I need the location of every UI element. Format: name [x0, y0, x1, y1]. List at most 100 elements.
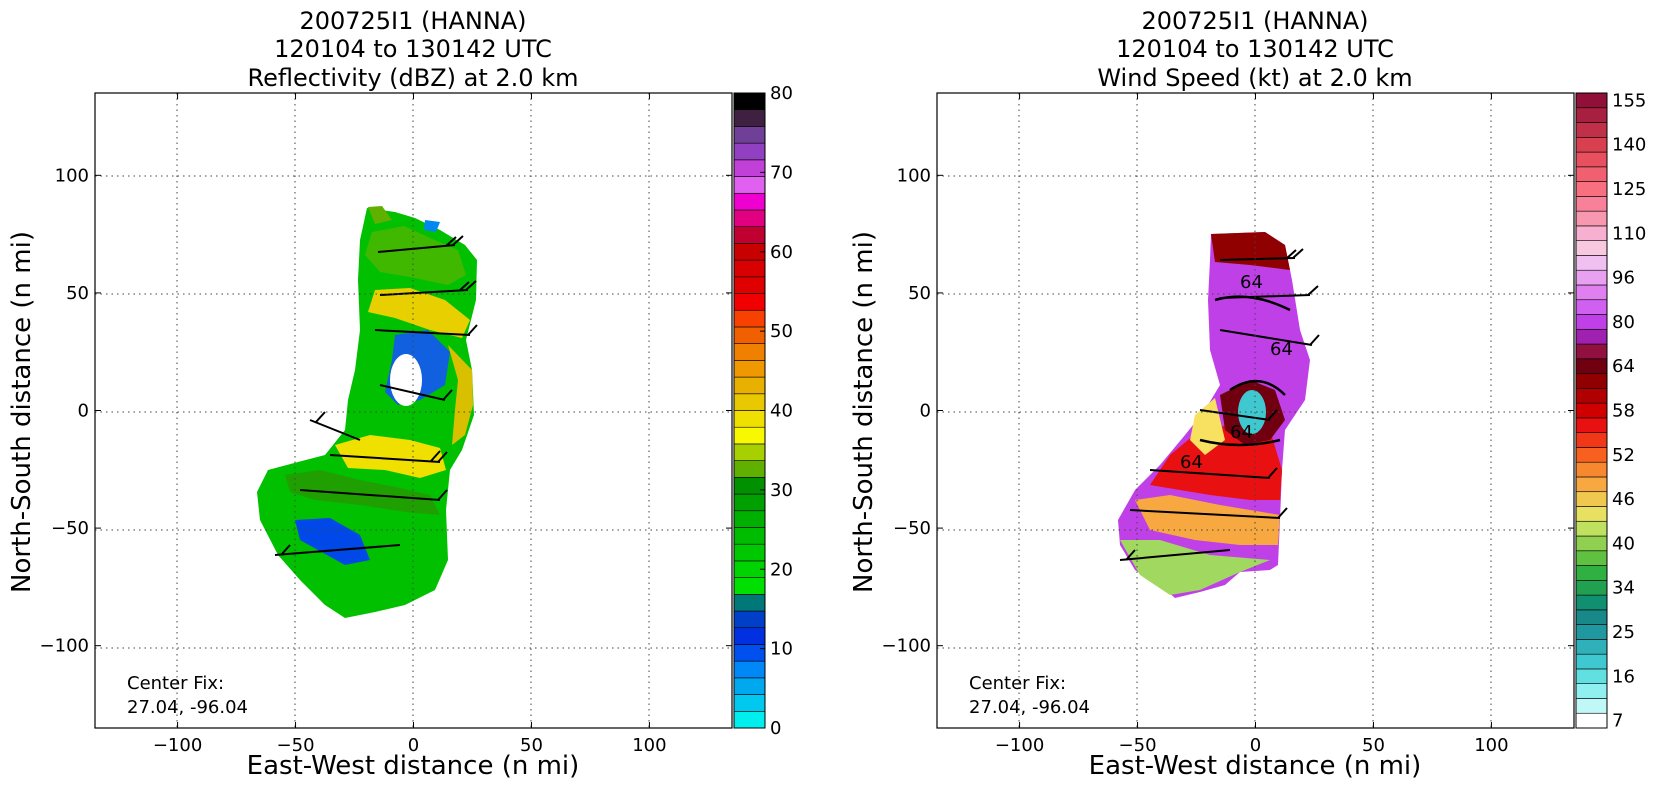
reflectivity-x-tick-label: −100: [153, 735, 202, 756]
wind-colorbar-label: 34: [1612, 578, 1635, 599]
reflectivity-axis-ticks: −100 −50 0 50 100 −100 −50 0 50 100: [40, 93, 732, 756]
reflectivity-wind-barbs: [274, 235, 478, 556]
wind-colorbar-bin: [1575, 580, 1608, 596]
wind-colorbar-bin: [1575, 92, 1608, 109]
reflectivity-colorbar-bin: [733, 176, 766, 194]
wind-colorbar-bin: [1575, 284, 1608, 301]
wind-colorbar-label: 110: [1612, 223, 1646, 244]
reflectivity-colorbar-bin: [733, 92, 766, 111]
reflectivity-colorbar-label: 60: [770, 242, 793, 263]
reflectivity-colorbar-label: 70: [770, 162, 793, 183]
reflectivity-band-eyewall-east: [448, 345, 473, 445]
wind-colorbar-bin: [1575, 668, 1608, 684]
reflectivity-colorbar-bin: [733, 109, 766, 127]
wind-y-tick-label: 50: [908, 283, 931, 304]
wind-colorbar-bin: [1575, 417, 1608, 433]
reflectivity-title-line-2: 120104 to 130142 UTC: [274, 35, 552, 63]
wind-colorbar-bin: [1575, 476, 1608, 493]
wind-colorbar-bin: [1575, 712, 1608, 729]
wind-x-tick-label: 50: [1362, 735, 1385, 756]
reflectivity-colorbar-bin: [733, 326, 766, 344]
wind-speed-contour-labels: 64 64 64 64: [1180, 272, 1293, 473]
wind-title-line-2: 120104 to 130142 UTC: [1116, 35, 1394, 63]
reflectivity-low-zone-south: [295, 518, 370, 565]
reflectivity-colorbar-bin: [733, 192, 766, 211]
wind-contour-label-1: 64: [1240, 272, 1263, 293]
wind-colorbar-bin: [1575, 461, 1608, 478]
wind-colorbar-label: 25: [1612, 622, 1635, 643]
reflectivity-colorbar-bin: [733, 126, 766, 144]
reflectivity-colorbar-bin: [733, 644, 766, 662]
wind-colorbar-bin: [1575, 255, 1608, 271]
wind-colorbar-bin: [1575, 107, 1608, 123]
wind-colorbar-bin: [1575, 550, 1608, 566]
wind-speed-axis-ticks: −100 −50 0 50 100 −100 −50 0 50 100: [882, 93, 1574, 756]
wind-x-axis-label: East-West distance (n mi): [1089, 751, 1422, 781]
reflectivity-colorbar-bin: [733, 226, 766, 244]
reflectivity-colorbar-bin: [733, 510, 766, 528]
wind-colorbar-label: 16: [1612, 666, 1635, 687]
wind-colorbar-bin: [1575, 314, 1608, 330]
wind-colorbar-bin: [1575, 269, 1608, 286]
wind-colorbar-frame: [1575, 92, 1608, 729]
wind-speed-wind-barbs: [1119, 248, 1320, 561]
wind-colorbar-bin: [1575, 402, 1608, 419]
reflectivity-colorbar-label: 20: [770, 559, 793, 580]
reflectivity-center-fix-label: Center Fix:: [127, 673, 224, 694]
reflectivity-colorbar-bin: [733, 142, 766, 161]
wind-colorbar-label: 58: [1612, 401, 1635, 422]
reflectivity-band-yellow-2: [335, 435, 446, 478]
wind-y-tick-label: 0: [920, 401, 931, 422]
wind-title-line-3: Wind Speed (kt) at 2.0 km: [1097, 64, 1412, 92]
reflectivity-colorbar-bin: [733, 410, 766, 428]
reflectivity-echo-fragment-2: [424, 220, 440, 232]
reflectivity-x-tick-label: 50: [520, 735, 543, 756]
wind-colorbar-bin: [1575, 609, 1608, 625]
wind-colorbar-bin: [1575, 565, 1608, 581]
wind-y-tick-label: −50: [893, 518, 931, 539]
reflectivity-field: [257, 206, 477, 618]
wind-colorbar-bin: [1575, 137, 1608, 153]
reflectivity-x-tick-label: 0: [408, 735, 419, 756]
wind-title-line-1: 200725I1 (HANNA): [1141, 7, 1368, 35]
reflectivity-colorbar-bin: [733, 360, 766, 378]
reflectivity-y-tick-label: −100: [40, 636, 89, 657]
wind-colorbar-bin: [1575, 698, 1608, 714]
reflectivity-colorbar-bin: [733, 376, 766, 395]
reflectivity-colorbar-bin: [733, 343, 766, 361]
reflectivity-colorbar-bin: [733, 477, 766, 495]
wind-colorbar-bin: [1575, 594, 1608, 611]
wind-colorbar-bin: [1575, 373, 1608, 389]
wind-colorbar-label: 64: [1612, 356, 1635, 377]
reflectivity-colorbar-bin: [733, 159, 766, 177]
reflectivity-band-north: [365, 226, 466, 285]
wind-colorbar-bin: [1575, 520, 1608, 537]
wind-colorbar-bin: [1575, 535, 1608, 552]
reflectivity-band-yellow-1: [368, 288, 470, 338]
wind-x-tick-label: −100: [995, 735, 1044, 756]
reflectivity-y-tick-label: 100: [55, 165, 89, 186]
reflectivity-colorbar-label: 40: [770, 401, 793, 422]
wind-colorbar-label: 7: [1612, 711, 1623, 732]
wind-colorbar-bin: [1575, 328, 1608, 345]
wind-y-tick-label: −100: [882, 636, 931, 657]
reflectivity-colorbar: 0 10 20 30 40 50 60 70 80: [733, 83, 793, 739]
reflectivity-colorbar-bin: [733, 577, 766, 595]
wind-colorbar-bin: [1575, 151, 1608, 168]
wind-center-fix-coords: 27.04, -96.04: [969, 697, 1090, 718]
wind-center-fix-label: Center Fix:: [969, 673, 1066, 694]
reflectivity-colorbar-bin: [733, 610, 766, 629]
wind-colorbar-bin: [1575, 432, 1608, 448]
reflectivity-colorbar-label: 0: [770, 718, 781, 739]
reflectivity-colorbar-label: 30: [770, 480, 793, 501]
wind-colorbar-bin: [1575, 181, 1608, 197]
wind-speed-band-green: [1120, 540, 1270, 595]
wind-colorbar-bin: [1575, 491, 1608, 507]
reflectivity-y-tick-label: 50: [66, 283, 89, 304]
reflectivity-colorbar-label: 80: [770, 83, 793, 104]
reflectivity-x-axis-label: East-West distance (n mi): [247, 751, 580, 781]
wind-speed-colorbar: 7 16 25 34 40 46 52 58 64 80 96 110 125 140 155: [1575, 90, 1646, 732]
wind-colorbar-label: 125: [1612, 179, 1646, 200]
wind-colorbar-bin: [1575, 506, 1608, 522]
wind-contour-label-3: 64: [1230, 422, 1253, 443]
